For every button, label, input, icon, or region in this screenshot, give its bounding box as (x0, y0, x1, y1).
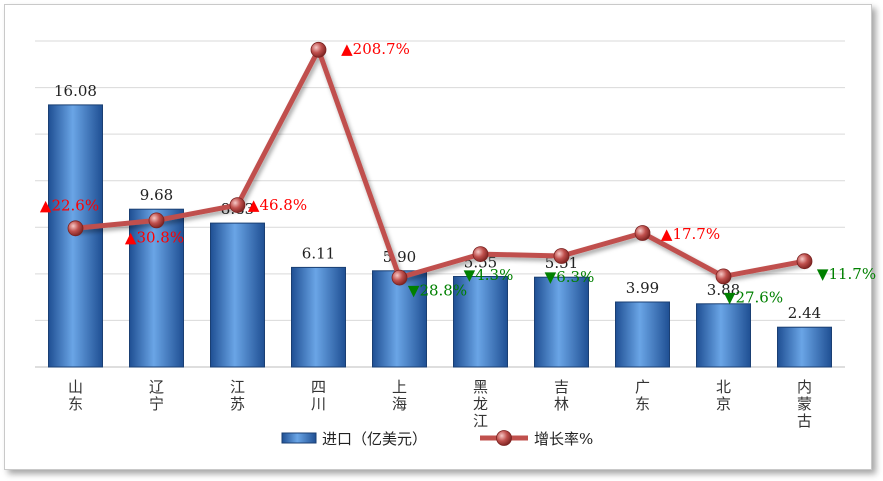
legend-bar-swatch (281, 432, 317, 444)
growth-label: ▲46.8% (248, 196, 307, 214)
growth-point (67, 220, 84, 237)
category-label: 宁 (149, 395, 164, 413)
growth-point (391, 269, 408, 286)
bar (291, 266, 346, 368)
bar-value-labels: 16.089.688.836.115.905.555.513.993.882.4… (54, 82, 821, 322)
category-label: 广 (635, 378, 650, 396)
legend-line-label: 增长率% (534, 430, 593, 448)
bar (210, 222, 265, 368)
growth-label: ▼11.7% (817, 265, 876, 283)
growth-point (634, 225, 651, 241)
growth-line (75, 47, 805, 281)
growth-point (472, 246, 489, 263)
growth-label: ▲30.8% (125, 228, 184, 246)
growth-point (553, 248, 570, 264)
category-label: 吉 (554, 378, 569, 396)
bar (777, 326, 832, 368)
category-label: 内 (797, 378, 812, 396)
growth-point (229, 197, 246, 214)
category-label: 京 (716, 395, 731, 413)
bar (453, 276, 508, 368)
category-label: 四 (311, 378, 326, 396)
growth-label: ▼28.8% (408, 282, 467, 300)
legend-bar-label: 进口（亿美元） (322, 430, 427, 448)
growth-point (148, 212, 165, 229)
category-label: 辽 (149, 378, 164, 396)
bar (615, 301, 670, 368)
category-label: 北 (716, 378, 731, 396)
bar (534, 276, 589, 368)
growth-label: ▲17.7% (661, 225, 720, 243)
category-label: 上 (392, 378, 407, 396)
growth-label: ▼4.3% (464, 266, 514, 284)
bar-value-label: 9.68 (140, 186, 173, 204)
category-label: 黑 (473, 378, 488, 396)
bar-value-label: 6.11 (302, 244, 335, 262)
growth-point (715, 268, 732, 285)
category-label: 东 (68, 395, 83, 413)
category-label: 苏 (230, 395, 245, 413)
category-label: 川 (311, 395, 326, 413)
line-series (67, 41, 813, 286)
bar (696, 303, 751, 368)
category-label: 蒙 (797, 395, 812, 413)
bar-value-label: 3.99 (626, 279, 659, 297)
category-label: 东 (635, 395, 650, 413)
growth-labels: ▲22.6% ▲30.8% ▲46.8% ▲208.7% ▼28.8%▼4.3% ▼6.3… (40, 40, 876, 307)
legend: 进口（亿美元） 增长率% (281, 430, 593, 448)
category-label: 江 (230, 378, 245, 396)
category-label: 林 (554, 395, 569, 413)
bar (129, 208, 184, 368)
category-label: 龙 (473, 395, 488, 413)
category-label: 山 (68, 378, 83, 396)
category-label: 江 (473, 412, 488, 430)
category-label: 古 (797, 412, 812, 430)
growth-label: ▼27.6% (724, 288, 783, 306)
bar-value-label: 3.88 (707, 281, 740, 299)
bar-value-label: 2.44 (788, 304, 821, 322)
growth-label: ▲208.7% (341, 40, 410, 58)
growth-label: ▲22.6% (40, 196, 99, 214)
growth-label: ▼6.3% (545, 268, 595, 286)
legend-line-marker (496, 430, 512, 446)
growth-point (796, 253, 813, 270)
category-label: 海 (392, 395, 407, 413)
growth-point (310, 41, 327, 58)
bar-value-label: 16.08 (54, 82, 97, 100)
